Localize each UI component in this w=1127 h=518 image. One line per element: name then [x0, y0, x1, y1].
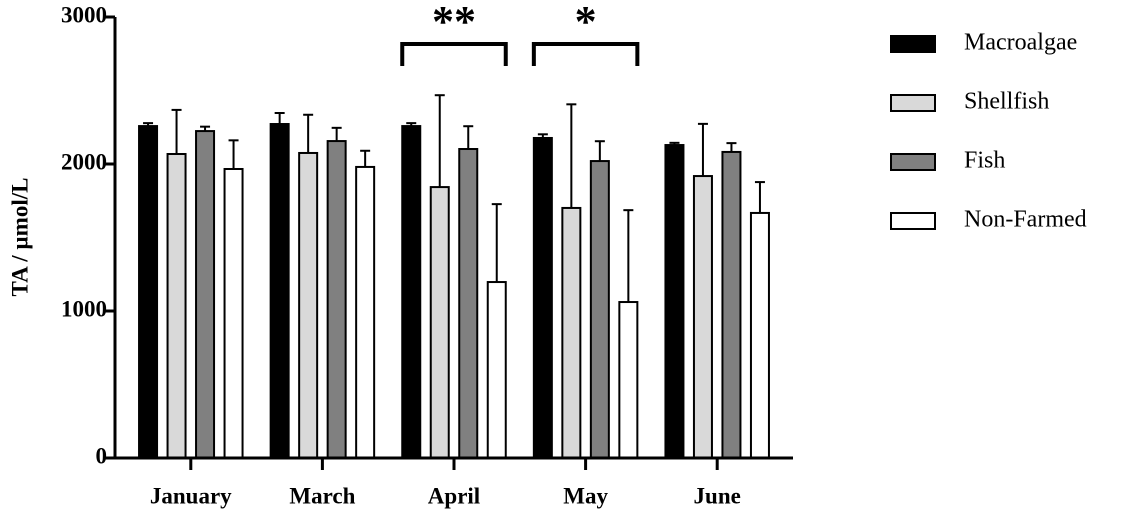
legend-swatch [890, 212, 936, 230]
bar [355, 165, 376, 459]
bar [532, 136, 553, 460]
x-tick-label: January [150, 483, 232, 508]
bar [664, 144, 685, 460]
significance-bracket [531, 42, 640, 66]
x-tick-label: May [563, 483, 608, 508]
bar [458, 148, 479, 459]
bar [166, 153, 187, 459]
bar [749, 211, 770, 459]
bar [138, 125, 159, 459]
bar [721, 150, 742, 459]
y-tick-label: 3000 [61, 2, 107, 27]
bar [486, 281, 507, 459]
bar [195, 130, 216, 460]
legend-label: Non-Farmed [964, 207, 1087, 233]
bar [429, 186, 450, 459]
significance-label: ** [432, 0, 476, 46]
x-tick-label: June [694, 483, 741, 508]
significance-bracket [400, 42, 508, 66]
bar [401, 125, 422, 459]
bar [692, 175, 713, 460]
y-tick-label: 1000 [61, 296, 107, 321]
legend-swatch [890, 94, 936, 112]
legend-label: Fish [964, 148, 1005, 174]
x-tick-label: March [289, 483, 355, 508]
legend-label: Macroalgae [964, 30, 1077, 56]
significance-label: * [575, 0, 597, 46]
legend-swatch [890, 153, 936, 171]
legend-label: Shellfish [964, 89, 1049, 115]
y-tick-label: 0 [96, 443, 108, 468]
bar [589, 160, 610, 459]
bar [326, 140, 347, 459]
y-tick-label: 2000 [61, 149, 107, 174]
bar [618, 301, 639, 459]
bar [561, 206, 582, 459]
x-tick-label: April [428, 483, 480, 508]
bar [269, 123, 290, 460]
bar [298, 151, 319, 459]
bar [223, 167, 244, 460]
y-axis-label: TA / µmol/L [7, 178, 32, 297]
legend-swatch [890, 35, 936, 53]
